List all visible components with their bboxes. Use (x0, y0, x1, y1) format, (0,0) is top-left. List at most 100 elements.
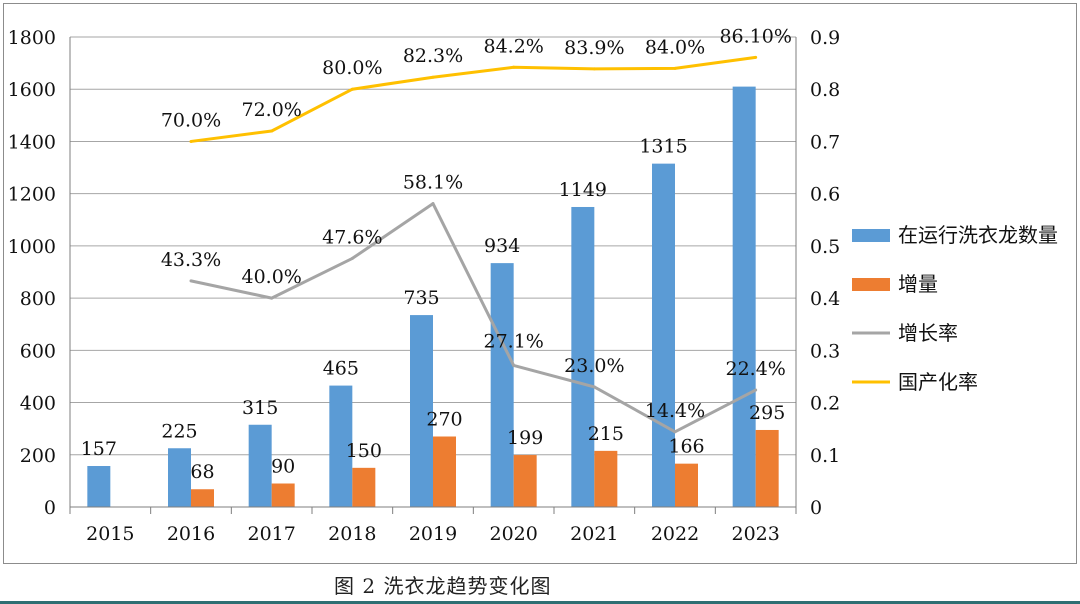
line-point (592, 67, 596, 71)
bar-data-label: 90 (271, 456, 295, 478)
bars (87, 86, 779, 507)
y-right-tick-label: 0.9 (810, 27, 840, 49)
line-point (189, 279, 193, 283)
bar-increment (755, 429, 779, 507)
line-point (189, 139, 193, 143)
x-tick-label: 2015 (86, 523, 134, 545)
bar-data-label: 735 (403, 287, 439, 309)
legend-swatch (852, 229, 890, 242)
y-right-tick-label: 0.2 (810, 393, 840, 415)
legend-label: 增长率 (898, 321, 958, 345)
line-data-label: 14.4% (645, 400, 705, 422)
line-data-label: 27.1% (483, 330, 543, 352)
y-right-tick-label: 0.8 (810, 79, 840, 101)
line-data-label: 70.0% (161, 109, 221, 131)
y-right-tick-label: 0.5 (810, 236, 840, 258)
line-data-label: 58.1% (403, 172, 463, 194)
y-right-tick-label: 0.1 (810, 445, 840, 467)
line-point (431, 75, 435, 79)
y-left-tick-label: 200 (20, 445, 56, 467)
line-data-label: 80.0% (322, 57, 382, 79)
bar-data-label: 225 (161, 420, 197, 442)
y-right-tick-label: 0.7 (810, 131, 840, 153)
bar-increment (594, 450, 618, 507)
bar-data-label: 465 (323, 358, 359, 380)
bar-data-label: 68 (190, 461, 214, 483)
line-point (754, 55, 758, 59)
x-tick-label: 2018 (328, 523, 376, 545)
line-point (431, 202, 435, 206)
line-point (673, 430, 677, 434)
y-left-tick-label: 1200 (8, 184, 56, 206)
axes: 0 200 400 600 800 1000 1200 1400 1600 1800 0 0.1 0.2… (8, 27, 841, 545)
bar-count (87, 466, 111, 507)
bar-count (410, 315, 433, 507)
bar-increment (191, 489, 214, 507)
line-point (350, 87, 354, 91)
bar-increment (433, 436, 456, 507)
bar-count (168, 448, 191, 507)
data-labels: 157 225 315 465 735 934 1149 1315 68 90 150 270 199 2… (81, 25, 792, 483)
line-point (270, 129, 274, 133)
bar-increment (513, 455, 537, 507)
y-left-tick-label: 0 (44, 497, 56, 519)
line-point (512, 65, 516, 69)
y-left-tick-label: 400 (20, 393, 56, 415)
bar-data-label: 295 (749, 402, 785, 424)
line-data-label: 84.0% (645, 36, 705, 58)
bar-data-label: 934 (484, 235, 520, 257)
growth-rate-line (190, 202, 757, 434)
x-tick-label: 2021 (570, 523, 618, 545)
legend-swatch (852, 278, 890, 291)
line-point (350, 256, 354, 260)
x-tick-label: 2017 (247, 523, 295, 545)
line-point (270, 296, 274, 300)
line-data-label: 83.9% (564, 37, 624, 59)
bar-data-label: 166 (668, 436, 704, 458)
legend-label: 在运行洗衣龙数量 (898, 223, 1058, 247)
bar-data-label: 215 (588, 423, 624, 445)
y-left-tick-label: 1600 (8, 79, 56, 101)
y-right-tick-label: 0 (810, 497, 822, 519)
y-right-tick-label: 0.6 (810, 184, 840, 206)
line-data-label: 84.2% (483, 35, 543, 57)
series-lines (189, 55, 758, 434)
x-tick-label: 2023 (731, 523, 779, 545)
bar-count (732, 86, 756, 507)
bar-increment (271, 483, 295, 507)
bar-count (490, 263, 514, 507)
line-point (592, 385, 596, 389)
line-data-label: 82.3% (403, 45, 463, 67)
line-data-label: 43.3% (161, 249, 221, 271)
figure-caption: 图 2 洗衣龙趋势变化图 (334, 574, 552, 598)
line-data-label: 22.4% (725, 358, 785, 380)
bar-count (571, 206, 595, 507)
y-left-tick-label: 600 (20, 340, 56, 362)
line-data-label: 40.0% (241, 266, 301, 288)
line-data-label: 47.6% (322, 226, 382, 248)
y-left-tick-label: 1000 (8, 236, 56, 258)
bar-increment (352, 467, 376, 507)
y-left-tick-label: 800 (20, 288, 56, 310)
x-tick-label: 2016 (167, 523, 215, 545)
line-data-label: 86.10% (719, 25, 791, 47)
x-tick-label: 2019 (409, 523, 457, 545)
line-point (754, 388, 758, 392)
x-tick-label: 2022 (651, 523, 699, 545)
line-data-label: 72.0% (241, 99, 301, 121)
bar-increment (675, 463, 698, 507)
localization-rate-line (190, 55, 756, 143)
y-left-tick-label: 1400 (8, 131, 56, 153)
bar-data-label: 199 (507, 427, 543, 449)
x-tick-label: 2020 (489, 523, 537, 545)
bar-data-label: 1315 (639, 136, 687, 158)
legend-label: 国产化率 (898, 370, 978, 394)
bar-count (329, 385, 353, 507)
bar-data-label: 150 (346, 440, 382, 462)
bar-data-label: 1149 (559, 179, 607, 201)
y-right-tick-label: 0.3 (810, 340, 840, 362)
bar-data-label: 270 (426, 409, 462, 431)
bar-count (248, 424, 272, 507)
line-point (673, 66, 677, 70)
